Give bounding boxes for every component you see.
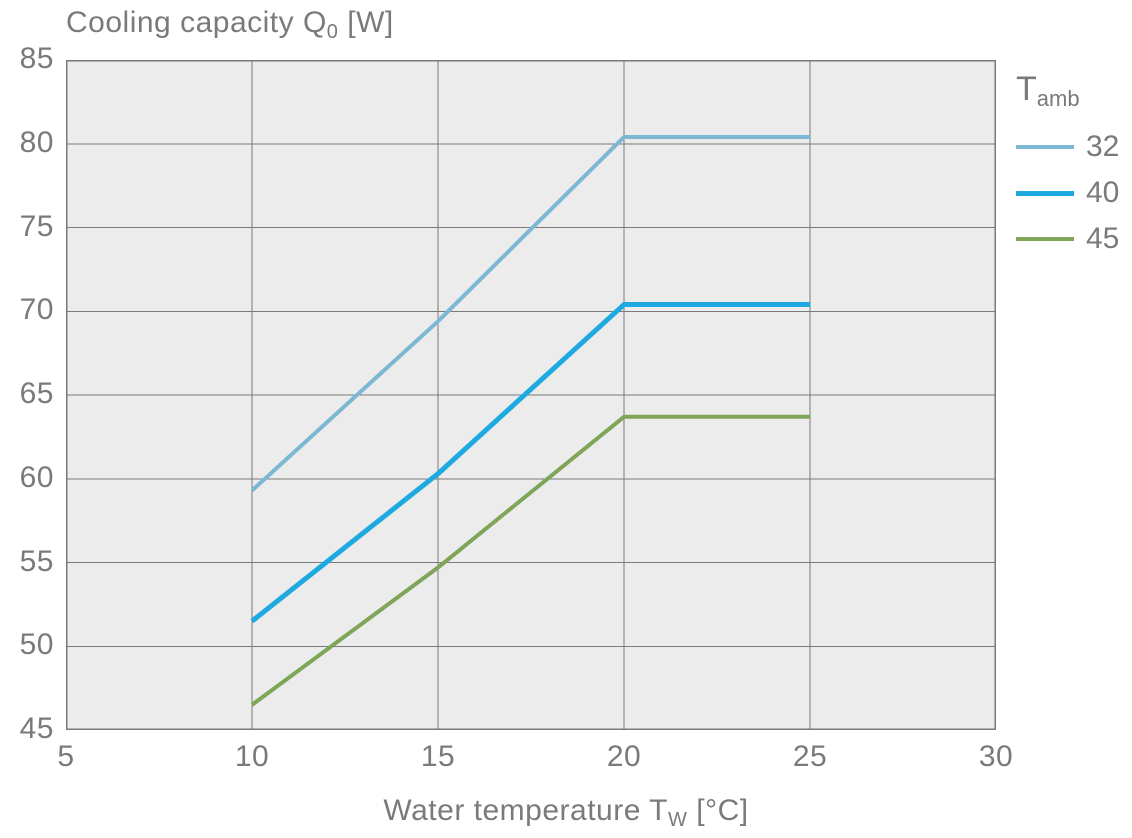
y-tick-label: 85 [20, 42, 54, 76]
chart-container: Cooling capacity Q0 [W] 4550556065707580… [0, 0, 1132, 838]
x-title-sub: W [668, 809, 687, 831]
y-tick-label: 55 [20, 545, 54, 579]
plot-area [66, 60, 996, 730]
legend-title: Tamb [1016, 70, 1080, 109]
y-tick-label: 60 [20, 461, 54, 495]
legend-swatch [1016, 237, 1074, 241]
y-title-sub: 0 [327, 21, 339, 43]
x-tick-label: 5 [46, 740, 86, 774]
legend-swatch [1016, 145, 1074, 149]
y-title-main: Cooling capacity Q [66, 6, 327, 39]
legend-label: 32 [1086, 130, 1119, 164]
y-title-unit: [W] [338, 6, 393, 39]
legend-label: 40 [1086, 176, 1119, 210]
x-title-main: Water temperature T [383, 794, 668, 827]
x-axis-title: Water temperature TW [°C] [0, 794, 1132, 828]
x-title-unit: [°C] [687, 794, 748, 827]
y-axis-title: Cooling capacity Q0 [W] [66, 6, 394, 40]
y-tick-label: 80 [20, 126, 54, 160]
x-tick-label: 20 [604, 740, 644, 774]
y-tick-label: 65 [20, 377, 54, 411]
y-tick-label: 70 [20, 293, 54, 327]
legend-label: 45 [1086, 222, 1119, 256]
legend-title-sub: amb [1037, 86, 1080, 111]
x-tick-label: 15 [418, 740, 458, 774]
y-tick-label: 75 [20, 210, 54, 244]
legend-row: 40 [1016, 176, 1119, 210]
legend-row: 32 [1016, 130, 1119, 164]
y-tick-label: 50 [20, 628, 54, 662]
legend-title-main: T [1016, 70, 1037, 108]
x-tick-label: 10 [232, 740, 272, 774]
x-tick-label: 25 [790, 740, 830, 774]
legend-swatch [1016, 191, 1074, 196]
legend-row: 45 [1016, 222, 1119, 256]
x-tick-label: 30 [976, 740, 1016, 774]
